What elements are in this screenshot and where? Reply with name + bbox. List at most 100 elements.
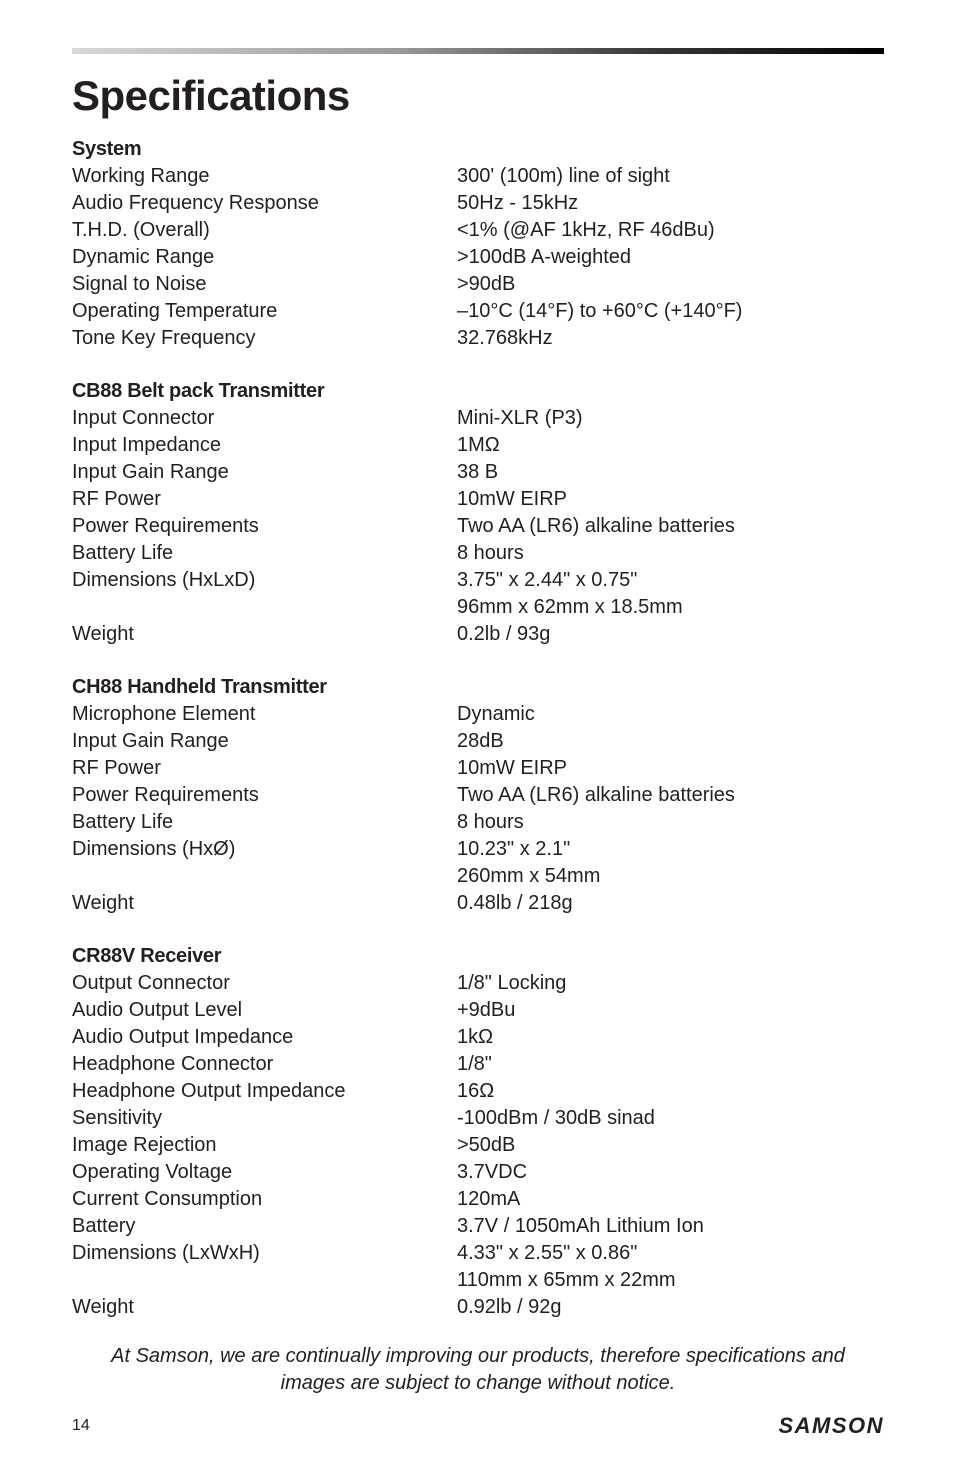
- spec-label: RF Power: [72, 755, 457, 782]
- spec-row: Input Gain Range38 B: [72, 459, 884, 486]
- spec-row: Weight0.92lb / 92g: [72, 1294, 884, 1321]
- spec-value: <1% (@AF 1kHz, RF 46dBu): [457, 217, 884, 244]
- spec-label: Power Requirements: [72, 513, 457, 540]
- spec-label: Input Connector: [72, 405, 457, 432]
- spec-row: Power RequirementsTwo AA (LR6) alkaline …: [72, 782, 884, 809]
- spec-label: Battery Life: [72, 809, 457, 836]
- spec-row: Input Impedance1MΩ: [72, 432, 884, 459]
- top-rule: [72, 48, 884, 54]
- spec-row: Dynamic Range>100dB A-weighted: [72, 244, 884, 271]
- spec-value: 1/8": [457, 1051, 884, 1078]
- spec-row: Headphone Output Impedance16Ω: [72, 1078, 884, 1105]
- spec-label: Output Connector: [72, 970, 457, 997]
- spec-label: Dimensions (LxWxH): [72, 1240, 457, 1267]
- spec-value: >100dB A-weighted: [457, 244, 884, 271]
- spec-row: Operating Voltage3.7VDC: [72, 1159, 884, 1186]
- spec-label: Microphone Element: [72, 701, 457, 728]
- spec-value: Mini-XLR (P3): [457, 405, 884, 432]
- spec-label: Audio Output Impedance: [72, 1024, 457, 1051]
- spec-value: 10mW EIRP: [457, 486, 884, 513]
- spec-row: Input ConnectorMini-XLR (P3): [72, 405, 884, 432]
- spec-value: 16Ω: [457, 1078, 884, 1105]
- disclaimer-text: At Samson, we are continually improving …: [72, 1343, 884, 1397]
- spec-label: T.H.D. (Overall): [72, 217, 457, 244]
- spec-label: Battery Life: [72, 540, 457, 567]
- spec-label: Headphone Connector: [72, 1051, 457, 1078]
- spec-value: 1/8" Locking: [457, 970, 884, 997]
- spec-value: Two AA (LR6) alkaline batteries: [457, 782, 884, 809]
- spec-row: Tone Key Frequency32.768kHz: [72, 325, 884, 352]
- spec-value: 38 B: [457, 459, 884, 486]
- spec-row: Output Connector1/8" Locking: [72, 970, 884, 997]
- spec-row: Input Gain Range28dB: [72, 728, 884, 755]
- spec-value: –10°C (14°F) to +60°C (+140°F): [457, 298, 884, 325]
- spec-label: RF Power: [72, 486, 457, 513]
- spec-value: >90dB: [457, 271, 884, 298]
- spec-label: Dimensions (HxØ): [72, 836, 457, 863]
- section-gap: [72, 648, 884, 666]
- spec-value: Two AA (LR6) alkaline batteries: [457, 513, 884, 540]
- spec-value: >50dB: [457, 1132, 884, 1159]
- spec-row: Image Rejection>50dB: [72, 1132, 884, 1159]
- spec-label: Audio Output Level: [72, 997, 457, 1024]
- spec-label: Operating Temperature: [72, 298, 457, 325]
- spec-label: Input Gain Range: [72, 459, 457, 486]
- spec-value: 10mW EIRP: [457, 755, 884, 782]
- spec-value: 4.33" x 2.55" x 0.86": [457, 1240, 884, 1267]
- spec-label: Audio Frequency Response: [72, 190, 457, 217]
- spec-row: Weight0.48lb / 218g: [72, 890, 884, 917]
- spec-value-extra: 96mm x 62mm x 18.5mm: [457, 594, 884, 621]
- spec-row: RF Power10mW EIRP: [72, 486, 884, 513]
- spec-value: 8 hours: [457, 809, 884, 836]
- page: Specifications System Working Range300' …: [0, 0, 954, 1475]
- spec-row: Sensitivity-100dBm / 30dB sinad: [72, 1105, 884, 1132]
- spec-row: Dimensions (LxWxH)4.33" x 2.55" x 0.86": [72, 1240, 884, 1267]
- spec-row: Headphone Connector1/8": [72, 1051, 884, 1078]
- spec-value: 32.768kHz: [457, 325, 884, 352]
- section-heading-ch88: CH88 Handheld Transmitter: [72, 676, 884, 699]
- footer: 14 SAMSON: [72, 1413, 884, 1439]
- spec-label: Headphone Output Impedance: [72, 1078, 457, 1105]
- spec-label: Input Impedance: [72, 432, 457, 459]
- page-number: 14: [72, 1417, 90, 1435]
- spec-label: Signal to Noise: [72, 271, 457, 298]
- spec-label: Battery: [72, 1213, 457, 1240]
- spec-value: 0.92lb / 92g: [457, 1294, 884, 1321]
- spec-row: Weight0.2lb / 93g: [72, 621, 884, 648]
- section-gap: [72, 917, 884, 935]
- spec-label: Operating Voltage: [72, 1159, 457, 1186]
- spec-row: RF Power10mW EIRP: [72, 755, 884, 782]
- spec-row: T.H.D. (Overall)<1% (@AF 1kHz, RF 46dBu): [72, 217, 884, 244]
- spec-row: Battery Life8 hours: [72, 540, 884, 567]
- spec-row: Audio Output Impedance1kΩ: [72, 1024, 884, 1051]
- spec-value: 120mA: [457, 1186, 884, 1213]
- spec-row: Power RequirementsTwo AA (LR6) alkaline …: [72, 513, 884, 540]
- spec-row: Current Consumption120mA: [72, 1186, 884, 1213]
- spec-label: Sensitivity: [72, 1105, 457, 1132]
- spec-row: Signal to Noise>90dB: [72, 271, 884, 298]
- spec-value: 300' (100m) line of sight: [457, 163, 884, 190]
- spec-label: Weight: [72, 621, 457, 648]
- spec-value: 0.48lb / 218g: [457, 890, 884, 917]
- spec-value: 28dB: [457, 728, 884, 755]
- spec-value: 3.75" x 2.44" x 0.75": [457, 567, 884, 594]
- spec-label: Current Consumption: [72, 1186, 457, 1213]
- spec-value: 8 hours: [457, 540, 884, 567]
- spec-value: 3.7VDC: [457, 1159, 884, 1186]
- spec-label: Dynamic Range: [72, 244, 457, 271]
- spec-row: Audio Frequency Response50Hz - 15kHz: [72, 190, 884, 217]
- spec-value-extra: 110mm x 65mm x 22mm: [457, 1267, 884, 1294]
- spec-row: Dimensions (HxØ)10.23" x 2.1": [72, 836, 884, 863]
- spec-row: Audio Output Level+9dBu: [72, 997, 884, 1024]
- brand-logo: SAMSON: [778, 1413, 884, 1439]
- spec-row: Operating Temperature–10°C (14°F) to +60…: [72, 298, 884, 325]
- spec-label: Weight: [72, 890, 457, 917]
- spec-value: Dynamic: [457, 701, 884, 728]
- spec-row: Battery3.7V / 1050mAh Lithium Ion: [72, 1213, 884, 1240]
- spec-row: Working Range300' (100m) line of sight: [72, 163, 884, 190]
- spec-label: Weight: [72, 1294, 457, 1321]
- spec-value: +9dBu: [457, 997, 884, 1024]
- spec-value: 3.7V / 1050mAh Lithium Ion: [457, 1213, 884, 1240]
- spec-value: 10.23" x 2.1": [457, 836, 884, 863]
- spec-label: Power Requirements: [72, 782, 457, 809]
